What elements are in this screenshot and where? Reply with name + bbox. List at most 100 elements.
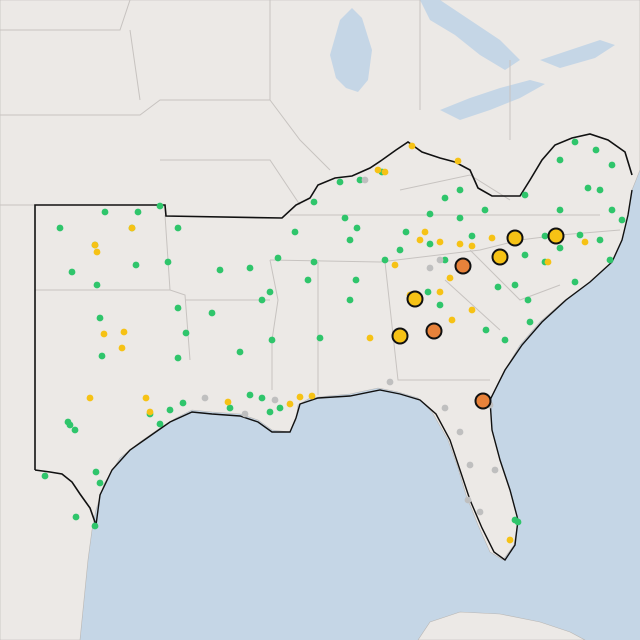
green-marker (174, 304, 182, 312)
green-marker (56, 224, 64, 232)
green-marker (381, 256, 389, 264)
gray-marker (361, 176, 369, 184)
green-marker (166, 406, 174, 414)
yellow-marker (86, 394, 94, 402)
yellow-marker (456, 240, 464, 248)
yellow-marker (146, 408, 154, 416)
green-marker (98, 352, 106, 360)
yellow-marker (118, 344, 126, 352)
green-marker (156, 202, 164, 210)
green-marker (494, 283, 502, 291)
green-marker (556, 206, 564, 214)
green-marker (304, 276, 312, 284)
green-marker (316, 334, 324, 342)
yellow-marker (416, 236, 424, 244)
region-outline (34, 133, 633, 470)
green-marker (514, 518, 522, 526)
lake-erie (440, 80, 545, 120)
gray-marker (386, 378, 394, 386)
yellow-marker (581, 238, 589, 246)
green-marker (96, 479, 104, 487)
green-marker (341, 214, 349, 222)
green-marker (246, 264, 254, 272)
large-yellow-marker (491, 248, 509, 266)
state-lines (0, 0, 621, 395)
green-marker (556, 156, 564, 164)
gray-marker (464, 496, 472, 504)
green-marker (41, 472, 49, 480)
green-marker (266, 408, 274, 416)
yellow-marker (120, 328, 128, 336)
green-marker (482, 326, 490, 334)
green-marker (441, 256, 449, 264)
green-marker (274, 254, 282, 262)
yellow-marker (381, 168, 389, 176)
green-marker (68, 268, 76, 276)
gray-marker (476, 508, 484, 516)
green-marker (584, 184, 592, 192)
green-marker (441, 194, 449, 202)
yellow-marker (142, 394, 150, 402)
yellow-marker (296, 393, 304, 401)
yellow-marker (468, 242, 476, 250)
green-marker (246, 391, 254, 399)
gray-marker (241, 410, 249, 418)
green-marker (156, 420, 164, 428)
green-marker (426, 240, 434, 248)
green-marker (91, 522, 99, 530)
yellow-marker (100, 330, 108, 338)
green-marker (174, 224, 182, 232)
large-orange-marker (425, 322, 443, 340)
green-marker (596, 236, 604, 244)
green-marker (132, 261, 140, 269)
green-marker (511, 281, 519, 289)
large-orange-marker (454, 257, 472, 275)
green-marker (352, 276, 360, 284)
green-marker (571, 138, 579, 146)
green-marker (424, 288, 432, 296)
green-marker (179, 399, 187, 407)
green-marker (258, 296, 266, 304)
green-marker (501, 336, 509, 344)
green-marker (96, 314, 104, 322)
large-yellow-marker (406, 290, 424, 308)
green-marker (353, 224, 361, 232)
green-marker (336, 178, 344, 186)
markers (41, 138, 626, 544)
green-marker (541, 232, 549, 240)
yellow-marker (93, 248, 101, 256)
green-marker (526, 318, 534, 326)
green-marker (258, 394, 266, 402)
yellow-marker (436, 238, 444, 246)
green-marker (436, 301, 444, 309)
green-marker (72, 513, 80, 521)
yellow-marker (224, 398, 232, 406)
green-marker (592, 146, 600, 154)
yellow-marker (488, 234, 496, 242)
green-marker (346, 236, 354, 244)
green-marker (576, 231, 584, 239)
green-marker (618, 216, 626, 224)
gray-marker (441, 404, 449, 412)
yellow-marker (391, 261, 399, 269)
gray-marker (456, 428, 464, 436)
yellow-marker (128, 224, 136, 232)
yellow-marker (468, 306, 476, 314)
yellow-marker (308, 392, 316, 400)
green-marker (101, 208, 109, 216)
yellow-marker (374, 166, 382, 174)
large-yellow-marker (547, 227, 565, 245)
green-marker (92, 468, 100, 476)
gray-marker (201, 394, 209, 402)
lake-michigan (330, 8, 372, 92)
yellow-marker (446, 274, 454, 282)
gray-marker (491, 466, 499, 474)
green-marker (236, 348, 244, 356)
green-marker (524, 296, 532, 304)
green-marker (556, 244, 564, 252)
yellow-marker (408, 142, 416, 150)
green-marker (402, 228, 410, 236)
green-marker (468, 232, 476, 240)
large-yellow-marker (506, 229, 524, 247)
